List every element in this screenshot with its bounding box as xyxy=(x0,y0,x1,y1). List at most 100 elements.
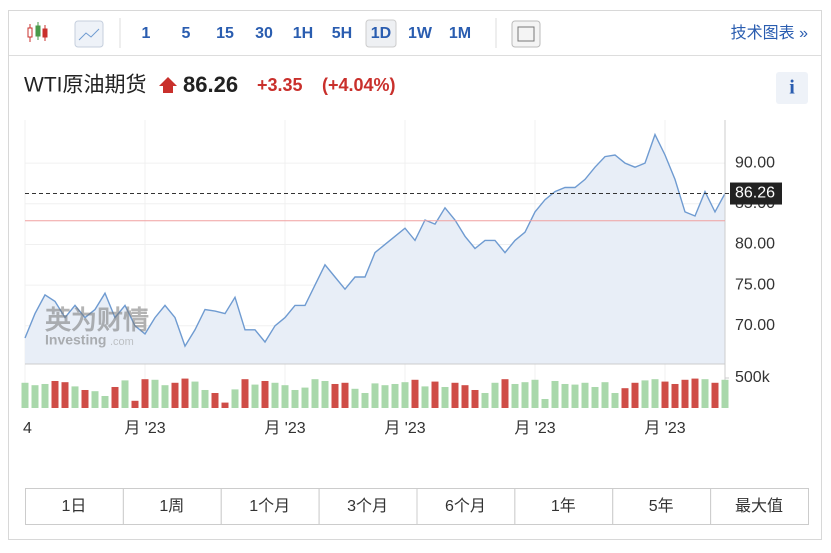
interval[interactable]: 5 xyxy=(182,25,191,42)
volume-bar xyxy=(711,382,719,408)
volume-bar xyxy=(251,384,259,408)
volume-bar xyxy=(271,382,279,408)
x-tick-label: 4 xyxy=(23,420,32,437)
x-tick-label: 月 '23 xyxy=(644,420,685,437)
range-label: 1个月 xyxy=(249,497,290,515)
interval[interactable]: 5H xyxy=(332,25,352,42)
info-button[interactable] xyxy=(776,72,808,104)
volume-bar xyxy=(701,379,709,408)
volume-bar xyxy=(501,379,509,408)
price-area xyxy=(25,134,725,364)
volume-bar xyxy=(301,387,309,408)
volume-bar xyxy=(91,391,99,408)
volume-bar xyxy=(121,380,129,408)
change: +3.35 xyxy=(257,75,303,95)
watermark-site: Investing xyxy=(45,332,106,348)
volume-bar xyxy=(261,380,269,408)
volume-bar xyxy=(631,382,639,408)
volume-bar xyxy=(351,388,359,408)
volume-bar xyxy=(291,389,299,408)
change-pct: (+4.04%) xyxy=(322,75,396,95)
interval[interactable]: 15 xyxy=(216,25,234,42)
volume-bar xyxy=(161,385,169,408)
volume-bar xyxy=(431,381,439,408)
range-label: 3个月 xyxy=(347,497,388,515)
interval[interactable]: 1 xyxy=(142,25,151,42)
instrument-name: WTI原油期货 xyxy=(24,74,146,97)
area-icon[interactable] xyxy=(74,20,104,48)
volume-bar xyxy=(71,386,79,408)
volume-bar xyxy=(611,392,619,408)
volume-bar xyxy=(371,383,379,408)
x-tick-label: 月 '23 xyxy=(514,420,555,437)
range-label: 最大值 xyxy=(735,497,783,515)
x-tick-label: 月 '23 xyxy=(124,420,165,437)
range-button[interactable] xyxy=(122,488,222,525)
volume-bar xyxy=(671,383,679,408)
volume-bar xyxy=(521,382,529,408)
volume-bar xyxy=(281,385,289,408)
volume-bar xyxy=(221,402,229,408)
volume-bar xyxy=(211,392,219,408)
range-button[interactable] xyxy=(318,488,418,525)
interval[interactable]: 1H xyxy=(293,25,313,42)
volume-bar xyxy=(51,380,59,408)
volume-bar xyxy=(191,381,199,408)
range-button[interactable] xyxy=(220,488,320,525)
table-icon[interactable] xyxy=(511,20,541,48)
volume-bar xyxy=(131,400,139,408)
volume-bar xyxy=(171,382,179,408)
volume-bar xyxy=(641,380,649,408)
volume-bar xyxy=(441,386,449,408)
volume-bar xyxy=(721,379,729,408)
volume-bar xyxy=(61,382,69,408)
volume-bar xyxy=(401,382,409,408)
range-button[interactable] xyxy=(612,488,712,525)
volume-bar xyxy=(201,389,209,408)
x-tick-label: 月 '23 xyxy=(384,420,425,437)
watermark-brand: 英为财情 xyxy=(45,305,149,335)
volume-bar xyxy=(111,386,119,408)
range-label: 1周 xyxy=(159,498,184,515)
interval-active xyxy=(365,19,397,48)
volume-bar xyxy=(581,382,589,408)
table-icon-inner xyxy=(517,26,535,42)
range-button[interactable] xyxy=(514,488,614,525)
volume-bar xyxy=(311,379,319,408)
volume-bar xyxy=(241,379,249,408)
volume-bar xyxy=(601,382,609,408)
volume-bar xyxy=(181,378,189,408)
interval[interactable]: 30 xyxy=(255,25,273,42)
volume-bar xyxy=(151,379,159,408)
volume-bar xyxy=(681,379,689,408)
volume-bar xyxy=(491,382,499,408)
volume-bar xyxy=(421,386,429,408)
volume-bar xyxy=(531,379,539,408)
volume-bar xyxy=(341,382,349,408)
area-icon-line xyxy=(78,28,100,41)
volume-bar xyxy=(691,378,699,408)
y-tick-label: 90.00 xyxy=(735,154,775,171)
volume-bar xyxy=(101,395,109,408)
price-line xyxy=(24,132,726,348)
y-tick-label: 80.00 xyxy=(735,236,775,253)
volume-bar xyxy=(141,379,149,408)
volume-bar xyxy=(561,383,569,408)
volume-bar xyxy=(571,384,579,408)
interval[interactable]: 1D xyxy=(371,25,391,42)
range-label: 5年 xyxy=(649,497,674,515)
interval[interactable]: 1W xyxy=(408,25,433,42)
volume-bar xyxy=(591,386,599,408)
volume-bar xyxy=(411,379,419,408)
range-label: 1年 xyxy=(551,497,576,515)
interval[interactable]: 1M xyxy=(449,25,471,42)
last-price-box xyxy=(730,182,782,205)
candle-icon[interactable] xyxy=(27,22,48,42)
range-button[interactable] xyxy=(710,488,809,525)
tech-chart-link[interactable]: 技术图表 » xyxy=(731,24,808,42)
last-price-label: 86.26 xyxy=(735,185,775,202)
x-tick-label: 月 '23 xyxy=(264,420,305,437)
volume-bar xyxy=(651,379,659,408)
